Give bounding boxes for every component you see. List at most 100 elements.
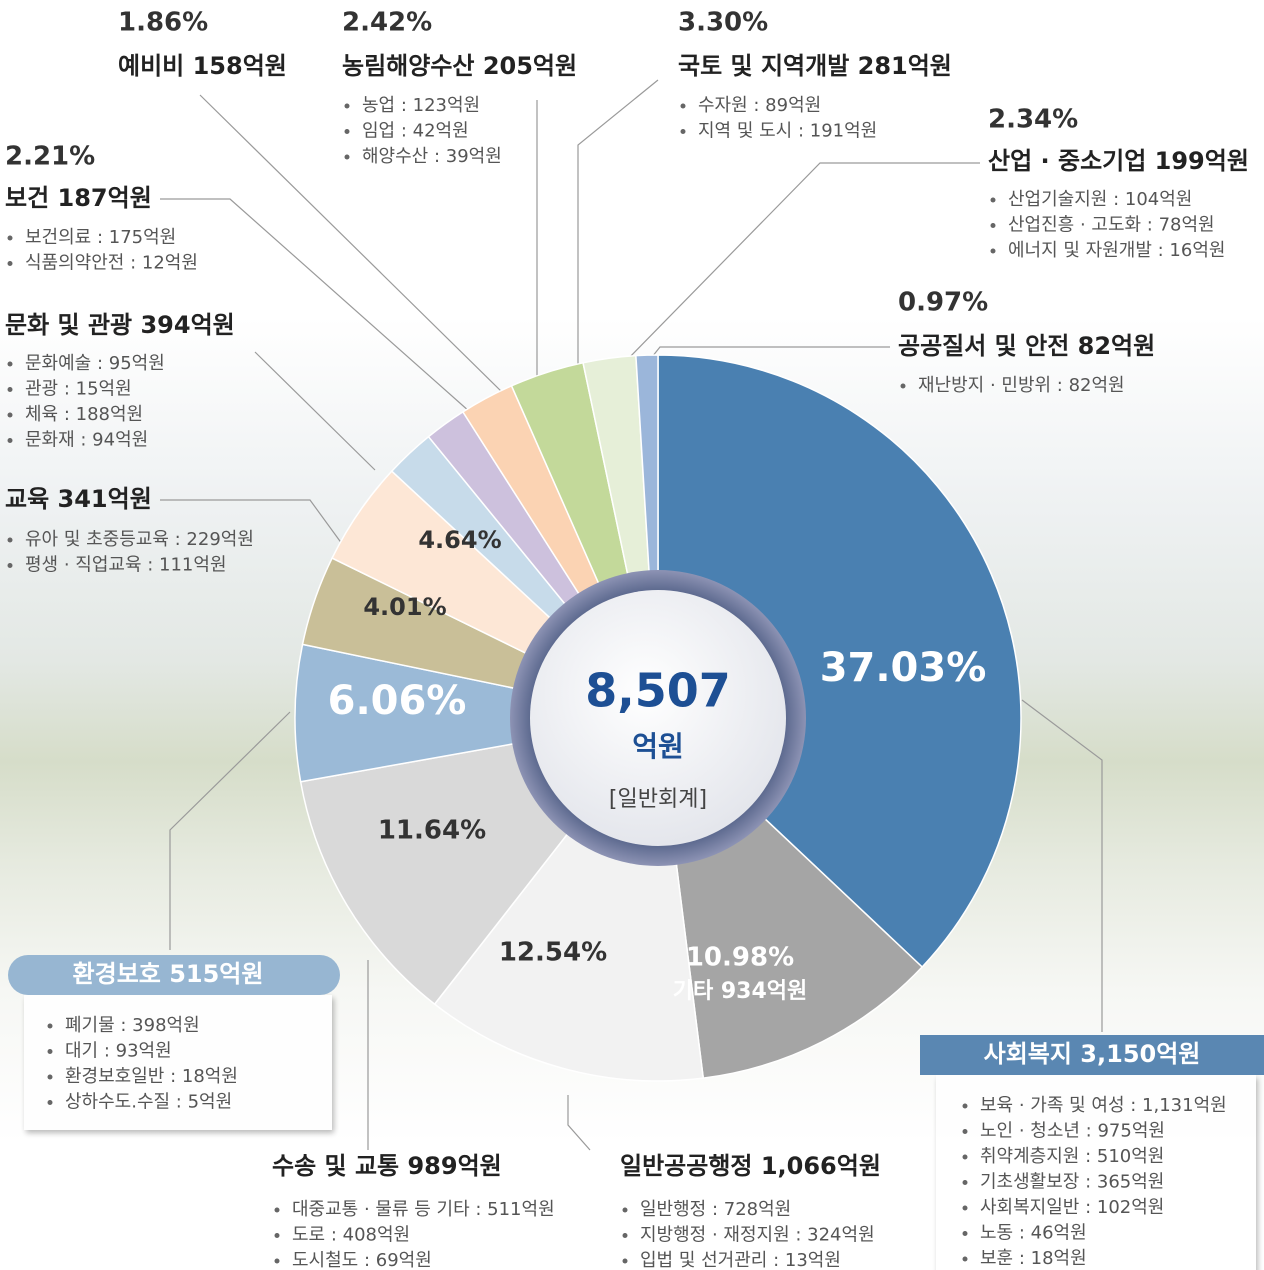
bullet [962,1129,968,1134]
bullet [344,154,350,160]
bullet [274,1258,280,1264]
detail-item: 보건의료 : 175억원 [25,227,176,248]
detail-panel [24,995,332,1130]
detail-item: 폐기물 : 398억원 [65,1015,200,1036]
detail-item: 노동 : 46억원 [980,1223,1087,1244]
bullet [990,197,996,203]
category-title: 일반공공행정 1,066억원 [620,1152,881,1180]
percent-label: 12.54% [499,938,607,968]
detail-item: 보육 · 가족 및 여성 : 1,131억원 [980,1095,1227,1116]
bullet [962,1180,968,1185]
title-box [920,1035,1264,1075]
category-title: 환경보호 515억원 [73,960,264,988]
bullet [274,1233,280,1238]
percent-label: 4.64% [418,526,501,554]
center-note: [일반회계] [609,787,707,812]
detail-item: 대기 : 93억원 [65,1041,172,1062]
bullet [47,1023,53,1029]
percent-label: 4.01% [363,593,446,621]
detail-item: 식품의약안전 : 12억원 [25,253,198,274]
detail-item: 지방행정 · 재정지원 : 324억원 [640,1225,875,1246]
category-title: 문화 및 관광 394억원 [5,311,235,339]
category-title: 교육 341억원 [5,485,152,513]
detail-item: 문화예술 : 95억원 [25,353,165,374]
percent-label: 0.97% [898,288,988,318]
bullet [344,129,350,134]
percent-label: 2.42% [342,8,432,38]
bullet [344,103,350,109]
bullet [7,563,13,568]
detail-item: 지역 및 도시 : 191억원 [698,121,877,142]
bullet [962,1205,968,1211]
detail-item: 취약계층지원 : 510억원 [980,1146,1164,1167]
bullet [990,248,996,254]
pie-slice [294,643,659,783]
bullet [622,1258,628,1264]
bullet [900,383,906,389]
bullet [962,1103,968,1109]
detail-item: 도로 : 408억원 [292,1225,410,1246]
detail-item: 환경보호일반 : 18억원 [65,1066,238,1087]
bullet [7,261,13,266]
bullet [962,1256,968,1262]
detail-item: 관광 : 15억원 [25,379,132,400]
bullet [622,1233,628,1238]
detail-item: 체육 : 188억원 [25,404,143,425]
percent-label: 37.03% [820,645,987,691]
detail-item: 임업 : 42억원 [362,121,469,142]
detail-item: 사회복지일반 : 102억원 [980,1197,1164,1218]
bullet [7,235,13,241]
category-title: 농림해양수산 205억원 [342,52,577,80]
bullet [47,1100,53,1105]
detail-item: 농업 : 123억원 [362,95,480,116]
category-title: 보건 187억원 [5,184,152,212]
bullet [47,1074,53,1080]
detail-item: 보훈 : 18억원 [980,1248,1087,1269]
category-title: 산업 · 중소기업 199억원 [988,147,1249,175]
bullet [7,537,13,543]
detail-item: 해양수산 : 39억원 [362,146,502,167]
bullet [680,103,686,109]
bullet [680,129,686,134]
category-title: 국토 및 지역개발 281억원 [678,52,952,80]
category-title: 예비비 158억원 [118,52,287,80]
detail-panel [936,1075,1256,1270]
bullet [7,412,13,418]
detail-item: 일반행정 : 728억원 [640,1199,791,1220]
bullet [962,1231,968,1236]
detail-item: 에너지 및 자원개발 : 16억원 [1008,240,1225,261]
percent-label: 10.98% [686,943,794,973]
center-disc [530,590,786,846]
bullet [962,1154,968,1160]
detail-item: 유아 및 초중등교육 : 229억원 [25,529,254,550]
bullet [7,438,13,443]
category-title: 수송 및 교통 989억원 [272,1152,502,1180]
detail-item: 산업기술지원 : 104억원 [1008,189,1192,210]
pie-slice [657,354,1022,969]
detail-item: 재난방지 · 민방위 : 82억원 [918,375,1125,396]
detail-item: 상하수도.수질 : 5억원 [65,1092,232,1113]
detail-item: 평생 · 직업교육 : 111억원 [25,555,227,576]
category-title: 공공질서 및 안전 82억원 [898,332,1155,360]
percent-label: 3.30% [678,8,768,38]
detail-item: 도시철도 : 69억원 [292,1250,432,1270]
detail-item: 기초생활보장 : 365억원 [980,1172,1164,1193]
title-box [8,955,340,995]
category-title: 기타 934억원 [673,979,808,1004]
detail-item: 대중교통 · 물류 등 기타 : 511억원 [292,1199,555,1220]
center-unit: 억원 [632,730,684,763]
detail-item: 수자원 : 89억원 [698,95,821,116]
percent-label: 2.21% [5,142,95,172]
percent-label: 6.06% [328,678,467,724]
bullet [47,1049,53,1054]
bullet [622,1207,628,1213]
bullet [7,361,13,367]
percent-label: 11.64% [378,816,486,846]
percent-label: 1.86% [118,8,208,38]
detail-item: 문화재 : 94억원 [25,430,148,451]
leader-lines [160,79,1103,1151]
detail-item: 노인 · 청소년 : 975억원 [980,1121,1165,1142]
detail-item: 산업진흥 · 고도화 : 78억원 [1008,215,1215,236]
